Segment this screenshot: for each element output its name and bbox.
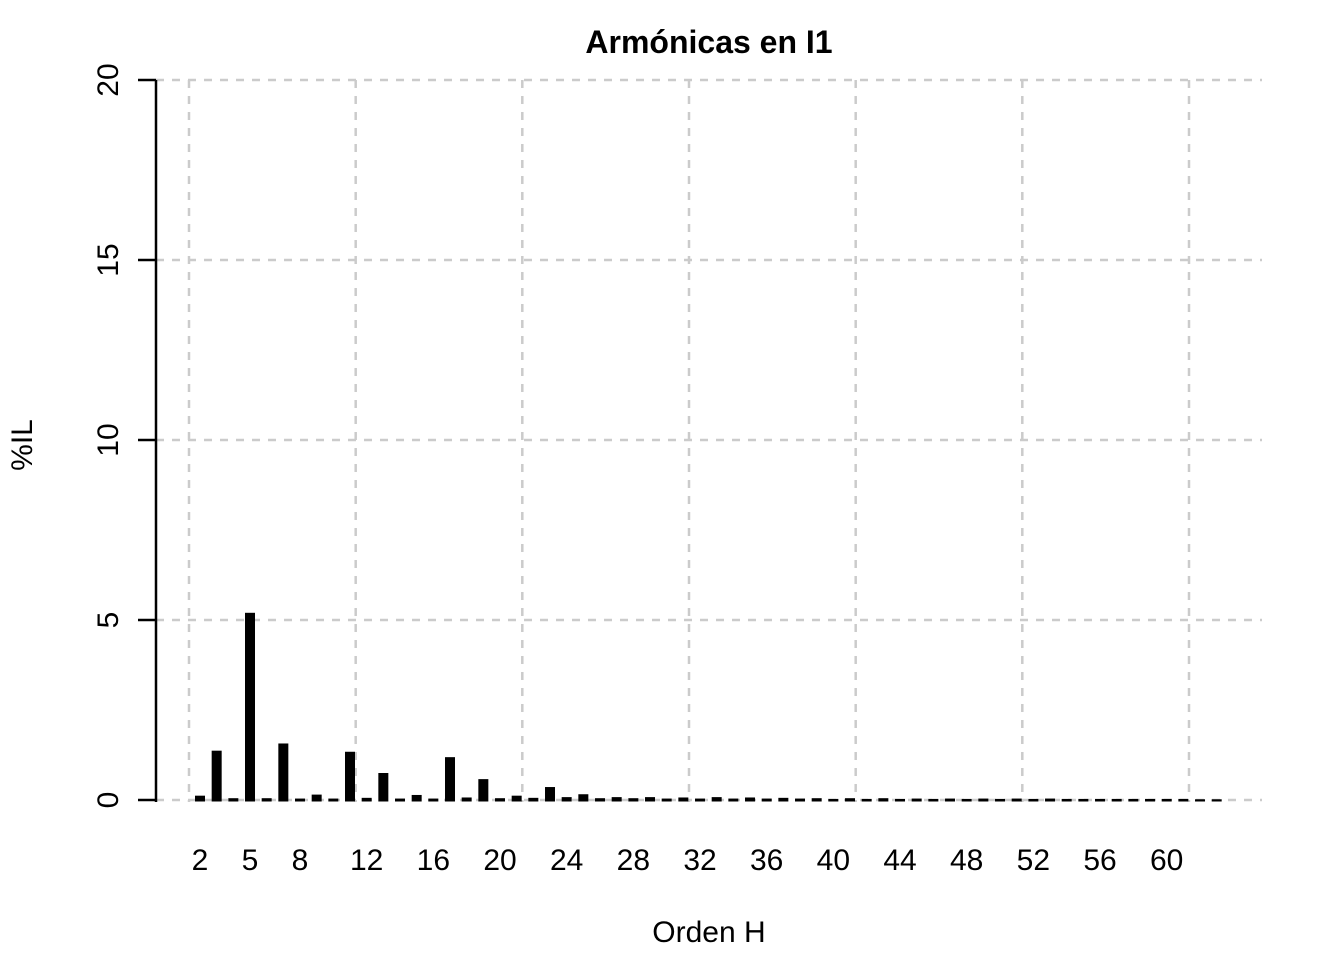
bar-h62: [1195, 799, 1206, 802]
y-tick-label-10: 10: [92, 423, 125, 456]
bar-h13: [378, 773, 389, 802]
bar-h11: [345, 751, 356, 802]
bar-h5: [245, 612, 256, 802]
bar-h9: [311, 794, 322, 802]
bar-h50: [995, 798, 1006, 802]
bar-h43: [878, 798, 889, 802]
bar-h17: [445, 757, 456, 802]
bar-h7: [278, 743, 289, 802]
x-tick-label-32: 32: [683, 844, 716, 877]
bar-h23: [545, 787, 556, 802]
x-tick-label-40: 40: [817, 844, 850, 877]
bar-h8: [295, 798, 306, 802]
bar-h55: [1078, 798, 1089, 802]
x-tick-label-48: 48: [950, 844, 983, 877]
bar-h19: [478, 779, 489, 802]
bar-h4: [228, 798, 239, 802]
bar-h54: [1061, 798, 1072, 802]
bar-h34: [728, 798, 739, 802]
bar-h24: [561, 797, 572, 802]
bar-h15: [411, 794, 422, 802]
y-tick-label-15: 15: [92, 243, 125, 276]
y-tick-label-20: 20: [92, 63, 125, 96]
x-tick-label-36: 36: [750, 844, 783, 877]
x-tick-label-44: 44: [883, 844, 916, 877]
x-tick-label-24: 24: [550, 844, 583, 877]
x-tick-label-5: 5: [242, 844, 259, 877]
x-tick-label-20: 20: [483, 844, 516, 877]
bar-h52: [1028, 798, 1039, 802]
x-tick-label-28: 28: [617, 844, 650, 877]
bar-h29: [645, 797, 656, 802]
y-tick-label-5: 5: [92, 612, 125, 629]
bar-h37: [778, 797, 789, 802]
bar-h63: [1211, 799, 1222, 802]
bar-h46: [928, 798, 939, 802]
bar-h30: [661, 798, 672, 802]
bar-h39: [811, 798, 822, 802]
x-tick-label-56: 56: [1083, 844, 1116, 877]
bar-h41: [845, 798, 856, 802]
bar-h25: [578, 794, 589, 802]
bar-h42: [861, 798, 872, 802]
bar-h59: [1145, 798, 1156, 802]
bar-h58: [1128, 798, 1139, 802]
chart-title: Armónicas en I1: [585, 24, 833, 60]
bar-h35: [745, 797, 756, 802]
bar-h33: [711, 797, 722, 802]
bar-h31: [678, 797, 689, 802]
bar-h12: [361, 797, 372, 802]
x-tick-label-52: 52: [1017, 844, 1050, 877]
x-tick-label-60: 60: [1150, 844, 1183, 877]
bar-h56: [1095, 798, 1106, 802]
x-tick-label-2: 2: [192, 844, 209, 877]
bar-h36: [761, 798, 772, 802]
x-tick-label-8: 8: [292, 844, 309, 877]
bar-h48: [961, 798, 972, 802]
bar-h26: [595, 798, 606, 802]
bar-h57: [1111, 798, 1122, 802]
bar-h22: [528, 797, 539, 802]
bar-h45: [911, 798, 922, 802]
bar-h14: [395, 798, 406, 802]
bar-h44: [895, 798, 906, 802]
bar-h60: [1161, 798, 1172, 802]
bar-h10: [328, 798, 339, 802]
y-tick-label-0: 0: [92, 792, 125, 809]
bar-h18: [461, 797, 472, 802]
x-axis-label: Orden H: [652, 916, 766, 949]
bar-h2: [195, 795, 205, 802]
bar-h47: [945, 798, 956, 802]
bar-h6: [261, 798, 272, 802]
x-tick-label-16: 16: [417, 844, 450, 877]
x-tick-label-12: 12: [350, 844, 383, 877]
bar-h49: [978, 798, 989, 802]
bar-h28: [628, 798, 639, 802]
bar-h32: [695, 798, 706, 802]
bar-h20: [495, 798, 506, 802]
bar-h27: [611, 797, 622, 802]
bar-h3: [211, 750, 222, 802]
bar-h51: [1011, 798, 1022, 802]
bar-h21: [511, 795, 522, 802]
bar-h16: [428, 798, 439, 802]
bar-h38: [795, 798, 806, 802]
bar-h40: [828, 798, 839, 802]
bar-h53: [1045, 798, 1056, 802]
bar-h61: [1178, 798, 1189, 802]
